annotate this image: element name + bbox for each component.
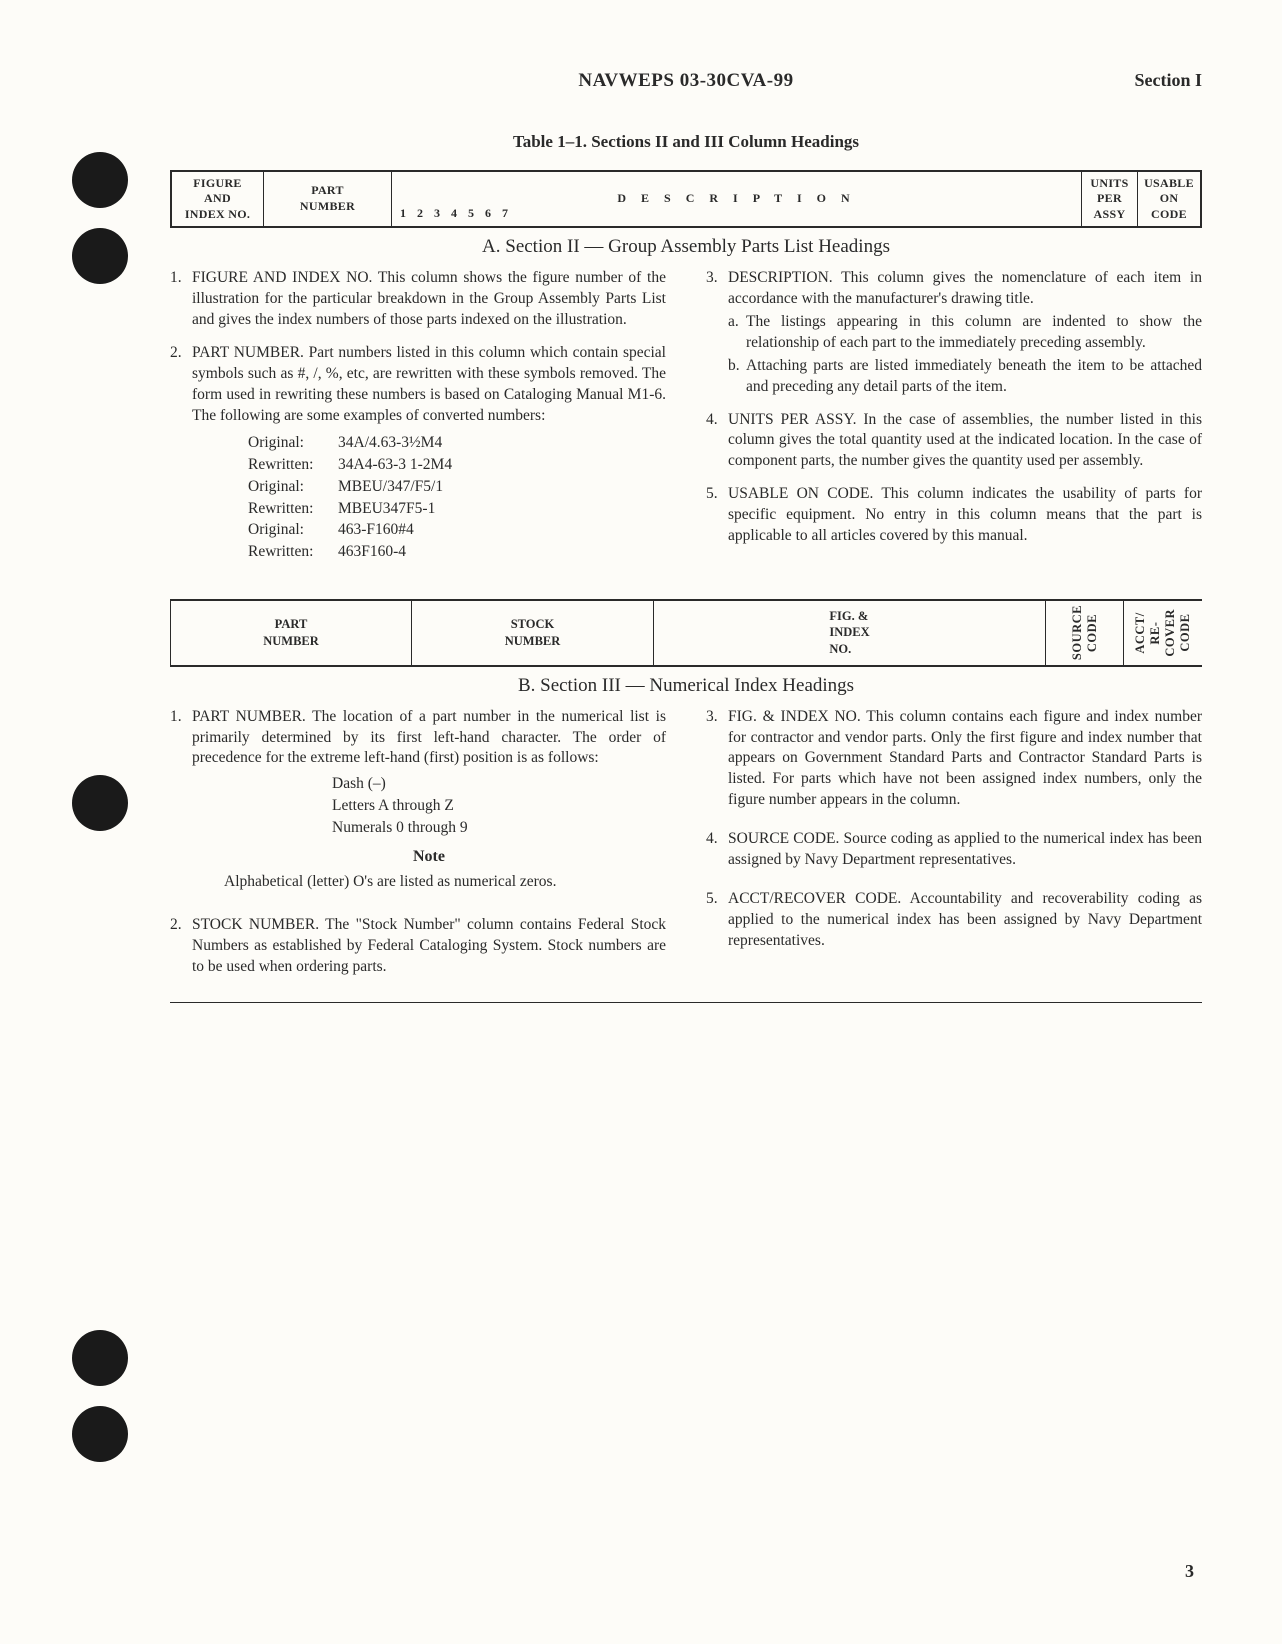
section-a-heading: A. Section II — Group Assembly Parts Lis… <box>170 236 1202 258</box>
punch-hole <box>72 152 128 208</box>
col-units-per-assy: UNITS PER ASSY <box>1082 172 1138 226</box>
col-acct-recover-code: ACCT/ RE- COVER CODE <box>1124 601 1202 665</box>
list-item: 2. PART NUMBER. Part numbers listed in t… <box>170 343 666 563</box>
list-item: 1. PART NUMBER. The location of a part n… <box>170 707 666 903</box>
col-fig-index: FIG. & INDEX NO. <box>654 601 1046 665</box>
table-a-header: FIGURE AND INDEX NO. PART NUMBER D E S C… <box>170 170 1202 228</box>
document-page: NAVWEPS 03-30CVA-99 Section I Table 1–1.… <box>0 0 1282 1644</box>
col-part-number: PART NUMBER <box>264 172 392 226</box>
section-b-body: 1. PART NUMBER. The location of a part n… <box>170 707 1202 990</box>
list-item: 5. ACCT/RECOVER CODE. Accountability and… <box>706 889 1202 952</box>
col-figure-index: FIGURE AND INDEX NO. <box>172 172 264 226</box>
punch-hole <box>72 228 128 284</box>
col-description: D E S C R I P T I O N 1 2 3 4 5 6 7 <box>392 172 1082 226</box>
punch-hole <box>72 1406 128 1462</box>
section-b-right-column: 3. FIG. & INDEX NO. This column contains… <box>706 707 1202 990</box>
list-item: 1. FIGURE AND INDEX NO. This column show… <box>170 268 666 331</box>
col-source-code: SOURCE CODE <box>1046 601 1124 665</box>
document-id: NAVWEPS 03-30CVA-99 <box>578 70 793 92</box>
note-heading: Note <box>192 846 666 868</box>
punch-hole <box>72 775 128 831</box>
page-header: NAVWEPS 03-30CVA-99 Section I <box>170 70 1202 92</box>
page-number: 3 <box>1185 1561 1194 1582</box>
col-part-number: PART NUMBER <box>170 601 412 665</box>
list-item: 4. UNITS PER ASSY. In the case of assemb… <box>706 410 1202 473</box>
section-b-left-column: 1. PART NUMBER. The location of a part n… <box>170 707 666 990</box>
list-item: 4. SOURCE CODE. Source coding as applied… <box>706 829 1202 871</box>
section-a-body: 1. FIGURE AND INDEX NO. This column show… <box>170 268 1202 575</box>
table-caption: Table 1–1. Sections II and III Column He… <box>170 132 1202 152</box>
list-item: 3. DESCRIPTION. This column gives the no… <box>706 268 1202 398</box>
table-b-header: PART NUMBER STOCK NUMBER FIG. & INDEX NO… <box>170 599 1202 667</box>
section-a-right-column: 3. DESCRIPTION. This column gives the no… <box>706 268 1202 575</box>
examples-block: Original:34A/4.63-3½M4 Rewritten:34A4-63… <box>248 432 666 562</box>
divider <box>170 1002 1202 1003</box>
list-item: 2. STOCK NUMBER. The "Stock Number" colu… <box>170 915 666 978</box>
section-label: Section I <box>1135 70 1203 91</box>
note-body: Alphabetical (letter) O's are listed as … <box>224 872 606 893</box>
precedence-block: Dash (–) Letters A through Z Numerals 0 … <box>332 773 666 838</box>
col-usable-on-code: USABLE ON CODE <box>1138 172 1200 226</box>
section-a-left-column: 1. FIGURE AND INDEX NO. This column show… <box>170 268 666 575</box>
col-stock-number: STOCK NUMBER <box>412 601 654 665</box>
list-item: 3. FIG. & INDEX NO. This column contains… <box>706 707 1202 812</box>
section-b-heading: B. Section III — Numerical Index Heading… <box>170 675 1202 697</box>
punch-hole <box>72 1330 128 1386</box>
list-item: 5. USABLE ON CODE. This column indicates… <box>706 484 1202 547</box>
